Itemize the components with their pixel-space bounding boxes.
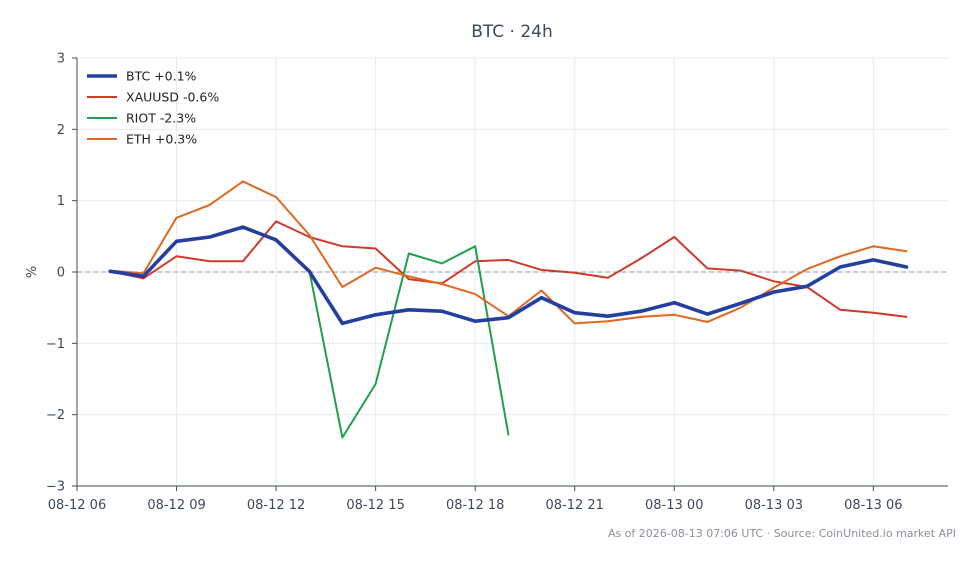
x-tick-label: 08-12 21 [545, 498, 603, 513]
x-tick-label: 08-12 15 [346, 498, 404, 513]
series-line-btc [108, 225, 909, 326]
x-tick-label: 08-13 00 [645, 498, 703, 513]
source-footer: As of 2026-08-13 07:06 UTC · Source: Coi… [608, 527, 956, 540]
legend-label-eth: ETH +0.3% [126, 132, 197, 147]
y-tick-label: 3 [57, 52, 65, 67]
x-tick-label: 08-12 06 [48, 498, 106, 513]
legend-label-riot: RIOT -2.3% [126, 111, 196, 126]
series-line-riot [308, 245, 510, 439]
legend: BTC +0.1% XAUUSD -0.6% RIOT -2.3% ETH +0.3% [87, 69, 219, 147]
y-tick-label: −2 [46, 408, 65, 423]
chart-title: BTC · 24h [471, 22, 553, 42]
y-tick-label: 1 [57, 194, 65, 209]
legend-label-xauusd: XAUUSD -0.6% [126, 90, 219, 105]
y-tick-label: −1 [46, 337, 65, 352]
x-tick-label: 08-13 03 [745, 498, 803, 513]
x-tick-label: 08-12 18 [446, 498, 504, 513]
x-tick-label: 08-12 12 [247, 498, 305, 513]
series-layer [108, 180, 909, 439]
series-line-xauusd [109, 220, 908, 318]
x-tick-label: 08-12 09 [147, 498, 205, 513]
axes-layer: −3 −2 −1 0 1 2 3 08-12 06 08-12 09 08-12 12 08-12 … [46, 52, 948, 513]
y-tick-label: 0 [57, 266, 65, 281]
y-axis-label: % [25, 266, 40, 278]
legend-label-btc: BTC +0.1% [126, 69, 197, 84]
y-tick-label: −3 [46, 480, 65, 495]
y-tick-label: 2 [57, 123, 65, 138]
x-tick-label: 08-13 06 [844, 498, 902, 513]
